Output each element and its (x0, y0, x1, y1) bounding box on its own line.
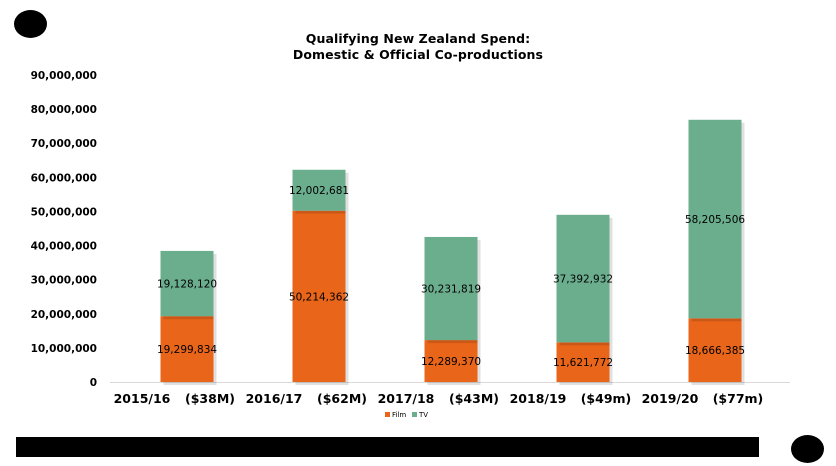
corner-circle-top-left (14, 10, 47, 38)
y-tick-label: 50,000,000 (31, 206, 97, 218)
legend-swatch-film (385, 412, 390, 417)
y-tick-label: 80,000,000 (31, 104, 97, 116)
y-tick-label: 30,000,000 (31, 275, 97, 287)
footer-bar (16, 437, 759, 457)
bar-tv-2019-20 (688, 119, 742, 319)
bar-tv-2018-19 (556, 214, 610, 343)
x-category-total-label: ($49m) (581, 391, 632, 406)
y-tick-label: 70,000,000 (31, 138, 97, 150)
bar-tv-2017-18 (424, 236, 478, 341)
x-category-total-label: ($62M) (317, 391, 367, 406)
x-category-label: 2015/16 (114, 391, 171, 406)
bar-tv-2015-16 (160, 250, 214, 317)
x-category-total-label: ($77m) (713, 391, 764, 406)
x-category-label: 2019/20 (642, 391, 699, 406)
bar-film-2015-16 (160, 316, 214, 382)
bar-film-2017-18 (424, 340, 478, 382)
x-category-label: 2017/18 (378, 391, 435, 406)
x-category-total-label: ($38M) (185, 391, 235, 406)
chart-title: Qualifying New Zealand Spend: (305, 31, 531, 46)
y-tick-label: 60,000,000 (31, 172, 97, 184)
y-tick-label: 0 (90, 377, 97, 389)
bar-film-2018-19 (556, 342, 610, 382)
x-category-label: 2018/19 (510, 391, 567, 406)
data-label: 37,392,932 (553, 274, 613, 286)
bar-film-2016-17 (292, 210, 346, 382)
data-label: 50,214,362 (289, 291, 349, 303)
y-tick-label: 10,000,000 (31, 343, 97, 355)
data-label: 58,205,506 (685, 214, 745, 226)
x-category-total-label: ($43M) (449, 391, 499, 406)
legend-label: Film (392, 411, 406, 419)
legend-swatch-tv (412, 412, 417, 417)
data-label: 12,002,681 (289, 185, 349, 197)
bar-film-2019-20 (688, 318, 742, 382)
chart-subtitle: Domestic & Official Co-productions (292, 47, 544, 62)
y-tick-label: 20,000,000 (31, 309, 97, 321)
x-category-label: 2016/17 (246, 391, 303, 406)
data-label: 18,666,385 (685, 345, 745, 357)
y-tick-label: 40,000,000 (31, 241, 97, 253)
corner-circle-bottom-right (791, 435, 824, 463)
data-label: 19,299,834 (157, 344, 217, 356)
bar-tv-2016-17 (292, 169, 346, 211)
data-label: 12,289,370 (421, 356, 481, 368)
data-label: 19,128,120 (157, 279, 217, 291)
legend-label: TV (418, 411, 428, 419)
data-label: 30,231,819 (421, 284, 481, 296)
y-tick-label: 90,000,000 (31, 70, 97, 82)
data-label: 11,621,772 (553, 357, 613, 369)
